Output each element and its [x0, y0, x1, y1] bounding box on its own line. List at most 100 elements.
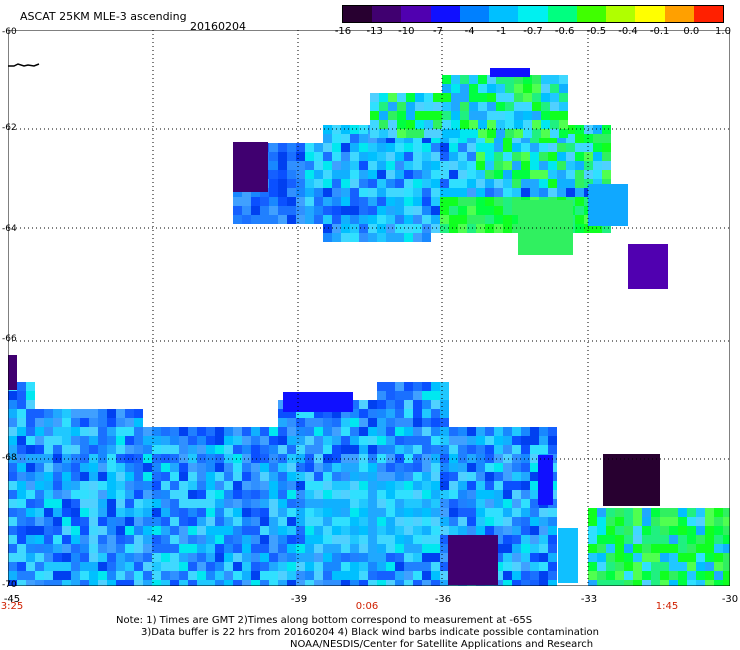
wind-cell [260, 472, 269, 481]
wind-cell [350, 152, 359, 161]
wind-cell [660, 535, 669, 544]
wind-cell [541, 129, 550, 138]
wind-cell [503, 143, 512, 152]
wind-cell [278, 571, 287, 580]
wind-cell [714, 508, 723, 517]
wind-cell [628, 244, 668, 289]
wind-cell [341, 418, 350, 427]
wind-cell [377, 224, 386, 233]
wind-cell [467, 499, 476, 508]
wind-cell [548, 580, 557, 586]
wind-cell [422, 517, 431, 526]
wind-cell [260, 215, 269, 224]
wind-cell [197, 427, 206, 436]
wind-cell [476, 206, 485, 215]
wind-cell [8, 526, 17, 535]
wind-cell [431, 179, 440, 188]
wind-cell [287, 161, 296, 170]
wind-cell [350, 215, 359, 224]
wind-cell [606, 517, 615, 526]
wind-cell [260, 206, 269, 215]
wind-cell [377, 499, 386, 508]
wind-cell [332, 481, 341, 490]
wind-cell [539, 535, 548, 544]
wind-cell [197, 436, 206, 445]
wind-cell [80, 571, 89, 580]
wind-cell [615, 580, 624, 586]
wind-cell [478, 111, 487, 120]
wind-cell [206, 463, 215, 472]
wind-cell [323, 472, 332, 481]
wind-cell [377, 427, 386, 436]
wind-cell [431, 445, 440, 454]
wind-cell [269, 544, 278, 553]
wind-cell [723, 508, 730, 517]
wind-cell [440, 526, 449, 535]
wind-cell [287, 463, 296, 472]
wind-cell [422, 427, 431, 436]
wind-cell [642, 544, 651, 553]
wind-cell [548, 535, 557, 544]
wind-cell [386, 436, 395, 445]
wind-cell [588, 580, 597, 586]
wind-cell [224, 508, 233, 517]
wind-cell [584, 152, 593, 161]
wind-cell [53, 427, 62, 436]
wind-cell [476, 152, 485, 161]
wind-cell [485, 463, 494, 472]
wind-cell [215, 526, 224, 535]
wind-cell [323, 553, 332, 562]
wind-cell [512, 472, 521, 481]
wind-cell [440, 445, 449, 454]
wind-cell [395, 535, 404, 544]
wind-cell [505, 120, 514, 129]
wind-cell [442, 111, 451, 120]
wind-cell [71, 499, 80, 508]
wind-cell [170, 472, 179, 481]
wind-cell [269, 445, 278, 454]
wind-cell [467, 197, 476, 206]
wind-cell [451, 84, 460, 93]
wind-cell [431, 517, 440, 526]
wind-cell [404, 490, 413, 499]
wind-cell [287, 418, 296, 427]
wind-cell [512, 436, 521, 445]
wind-cell [188, 490, 197, 499]
wind-cell [422, 544, 431, 553]
wind-cell [395, 152, 404, 161]
wind-cell [503, 463, 512, 472]
wind-cell [395, 224, 404, 233]
wind-cell [633, 535, 642, 544]
wind-cell [287, 143, 296, 152]
wind-cell [404, 526, 413, 535]
wind-cell [224, 517, 233, 526]
wind-cell [505, 75, 514, 84]
wind-cell [539, 143, 548, 152]
wind-cell [395, 481, 404, 490]
wind-cell [422, 143, 431, 152]
wind-cell [350, 197, 359, 206]
wind-cell [305, 206, 314, 215]
wind-cell [669, 571, 678, 580]
wind-cell [215, 490, 224, 499]
wind-cell [107, 481, 116, 490]
wind-cell [287, 535, 296, 544]
wind-cell [705, 571, 714, 580]
wind-cell [269, 197, 278, 206]
wind-cell [278, 170, 287, 179]
wind-cell [449, 508, 458, 517]
wind-cell [597, 517, 606, 526]
wind-cell [575, 125, 584, 134]
wind-cell [8, 391, 17, 400]
wind-cell [197, 580, 206, 586]
lat-label-66: -66 [2, 334, 17, 344]
wind-cell [377, 526, 386, 535]
wind-cell [350, 463, 359, 472]
wind-cell [386, 526, 395, 535]
wind-cell [215, 499, 224, 508]
wind-cell [215, 463, 224, 472]
wind-cell [305, 436, 314, 445]
wind-cell [440, 436, 449, 445]
wind-cell [669, 526, 678, 535]
wind-cell [260, 188, 269, 197]
